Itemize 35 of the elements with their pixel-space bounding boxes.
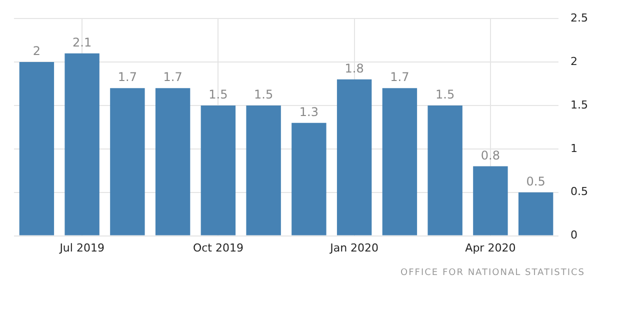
bar	[382, 88, 418, 236]
data-label: 1.5	[436, 88, 455, 102]
data-label: 0.5	[526, 174, 546, 188]
bar	[64, 53, 100, 236]
bar	[155, 88, 190, 236]
data-label: 1.7	[390, 70, 410, 84]
bar	[292, 122, 326, 236]
x-tick-label: Jul 2019	[58, 241, 104, 254]
data-label: 2	[32, 44, 41, 58]
y-tick-label: 0	[570, 228, 578, 242]
x-tick-label: Jan 2020	[329, 241, 379, 254]
data-label: 1.5	[254, 88, 274, 102]
data-label: 0.8	[480, 148, 500, 162]
x-tick-label: Oct 2019	[192, 241, 244, 254]
bar	[428, 105, 462, 236]
bar	[336, 79, 372, 236]
bar	[246, 105, 281, 236]
bar	[19, 62, 54, 236]
y-tick-label: 2.5	[570, 11, 588, 24]
bar	[200, 105, 236, 236]
x-tick-label: Apr 2020	[465, 241, 516, 254]
data-label: 1.3	[299, 104, 318, 119]
y-tick-label: 0.5	[570, 185, 588, 198]
y-tick-label: 2	[570, 54, 578, 68]
bar	[473, 166, 508, 236]
data-label: 1.7	[118, 70, 137, 84]
bar	[110, 88, 145, 236]
data-label: 1.7	[163, 70, 182, 84]
y-tick-label: 1.5	[570, 98, 588, 112]
data-label: 2.1	[72, 35, 92, 50]
text: OFFICE FOR NATIONAL STATISTICS	[400, 268, 585, 278]
y-tick-label: 1	[570, 142, 578, 155]
data-label: 1.8	[344, 62, 364, 76]
data-label: 1.5	[208, 88, 228, 102]
bar	[518, 192, 554, 236]
